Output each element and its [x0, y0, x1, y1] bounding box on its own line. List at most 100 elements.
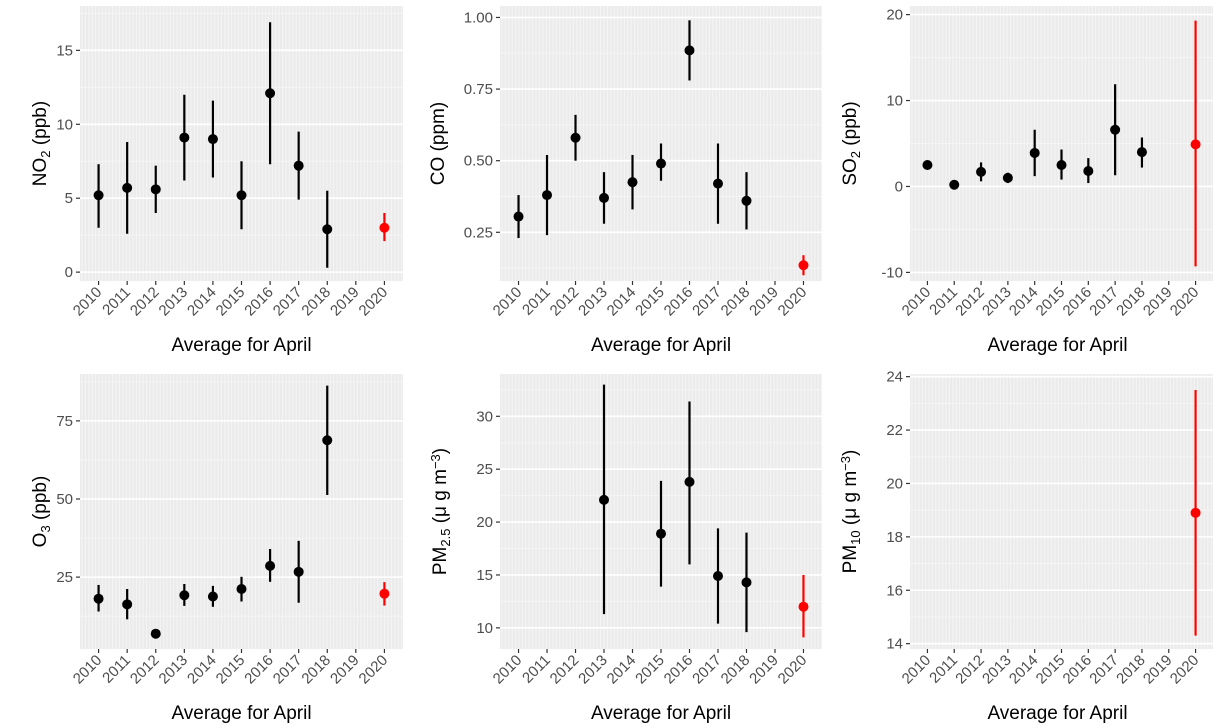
data-point-2015	[1056, 159, 1067, 170]
x-axis-title: Average for April	[987, 335, 1127, 356]
x-tick-label: 2016	[241, 284, 277, 320]
x-axis-title: Average for April	[591, 703, 731, 724]
y-tick-label: 10	[886, 93, 903, 110]
y-tick-label: 0	[65, 264, 73, 281]
x-tick-label: 2011	[519, 284, 554, 319]
y-tick-label: 20	[886, 475, 903, 492]
data-point-2012	[570, 132, 581, 143]
y-tick-label: 10	[476, 620, 493, 637]
data-point-2013	[599, 192, 610, 203]
x-tick-label: 2017	[270, 284, 306, 320]
x-tick-label: 2017	[1086, 652, 1122, 688]
x-tick-label: 2018	[718, 284, 754, 320]
data-point-2017	[293, 566, 304, 577]
x-tick-label: 2017	[1086, 284, 1122, 320]
x-tick-label: 2010	[899, 652, 935, 688]
x-tick-label: 2014	[1006, 284, 1042, 320]
data-series	[922, 20, 1201, 267]
data-point-2013	[599, 494, 610, 505]
x-tick-label: 2011	[926, 652, 961, 687]
panel-3: -10 0 10 20 20102011201220132014201520162017…	[840, 6, 1213, 356]
y-axis-title: NO2 (ppb)	[30, 101, 53, 186]
data-point-2012	[150, 628, 161, 639]
x-tick-label: 2012	[952, 284, 988, 320]
x-axis-title: Average for April	[171, 335, 311, 356]
x-tick-label: 2018	[1113, 652, 1149, 688]
x-tick-label: 2015	[213, 284, 249, 320]
x-tick-label: 2018	[298, 284, 334, 320]
x-tick-label: 2019	[327, 284, 363, 320]
data-point-2020	[379, 588, 390, 599]
y-tick-label: 5	[65, 190, 73, 207]
x-tick-label: 2017	[270, 652, 306, 688]
panel-5: 1015202530201020112012201320142015201620…	[428, 374, 823, 724]
x-tick-label: 2011	[519, 652, 554, 687]
data-point-2013	[179, 590, 190, 601]
x-tick-label: 2017	[689, 284, 725, 320]
x-tick-label: 2010	[490, 284, 526, 320]
x-tick-label: 2010	[490, 652, 526, 688]
data-series	[599, 384, 809, 638]
x-axis-title: Average for April	[171, 703, 311, 724]
data-point-2015	[236, 190, 247, 201]
x-tick-label: 2010	[70, 652, 106, 688]
x-tick-label: 2011	[926, 284, 961, 319]
panel-6: 14 16 18 20 22 24 2010201120122013201420152016…	[838, 369, 1213, 724]
x-tick-label: 2013	[979, 284, 1015, 320]
y-axis-title: PM10 (μ g m−3)	[838, 450, 863, 574]
y-tick-label: 0.50	[464, 153, 493, 170]
data-point-2018	[322, 435, 333, 446]
data-point-2020	[1190, 139, 1201, 150]
x-tick-label: 2012	[127, 652, 163, 688]
y-tick-label: 16	[886, 582, 903, 599]
data-point-2013	[1002, 172, 1013, 183]
data-point-2011	[542, 190, 553, 201]
y-tick-label: 18	[886, 529, 903, 546]
y-tick-label: -10	[881, 264, 903, 281]
data-point-2017	[293, 160, 304, 171]
y-axis-title: O3 (ppb)	[30, 476, 53, 548]
y-tick-label: 10	[56, 116, 73, 133]
panel-4: 2550752010201120122013201420152016201720…	[30, 374, 403, 724]
y-tick-label: 14	[886, 636, 903, 653]
data-point-2018	[1136, 147, 1147, 158]
x-tick-label: 2011	[99, 652, 134, 687]
data-point-2015	[656, 158, 666, 169]
x-tick-label: 2015	[1033, 284, 1069, 320]
x-tick-label: 2012	[547, 652, 583, 688]
x-tick-label: 2015	[632, 284, 668, 320]
x-tick-label: 2010	[899, 284, 935, 320]
x-tick-label: 2018	[718, 652, 754, 688]
data-point-2010	[93, 190, 104, 201]
data-point-2011	[122, 599, 133, 610]
x-tick-label: 2012	[547, 284, 583, 320]
x-tick-label: 2020	[775, 652, 811, 688]
y-tick-label: 75	[56, 413, 73, 430]
data-point-2010	[513, 211, 524, 222]
panel-2: 0.25 0.50 0.75 1.00 201020112012201320142015…	[428, 6, 823, 356]
data-point-2020	[798, 260, 809, 271]
x-tick-label: 2020	[356, 284, 392, 320]
x-tick-label: 2020	[775, 284, 811, 320]
x-tick-label: 2016	[661, 284, 697, 320]
data-series	[93, 385, 390, 639]
data-point-2020	[379, 222, 390, 233]
x-tick-label: 2013	[575, 284, 611, 320]
x-tick-label: 2020	[356, 652, 392, 688]
y-axis-title: PM2.5 (μ g m−3)	[428, 448, 453, 575]
data-point-2018	[741, 577, 752, 588]
x-tick-label: 2019	[1140, 652, 1176, 688]
x-tick-label: 2013	[575, 652, 611, 688]
data-point-2010	[922, 159, 933, 170]
data-point-2017	[1110, 124, 1121, 135]
x-tick-label: 2019	[327, 652, 363, 688]
x-tick-label: 2010	[70, 284, 106, 320]
x-tick-label: 2016	[241, 652, 277, 688]
y-tick-label: 15	[476, 567, 493, 584]
y-tick-label: 20	[886, 7, 903, 24]
x-tick-label: 2014	[604, 652, 640, 688]
x-tick-label: 2017	[689, 652, 725, 688]
data-point-2014	[627, 177, 638, 188]
x-tick-label: 2014	[184, 284, 220, 320]
